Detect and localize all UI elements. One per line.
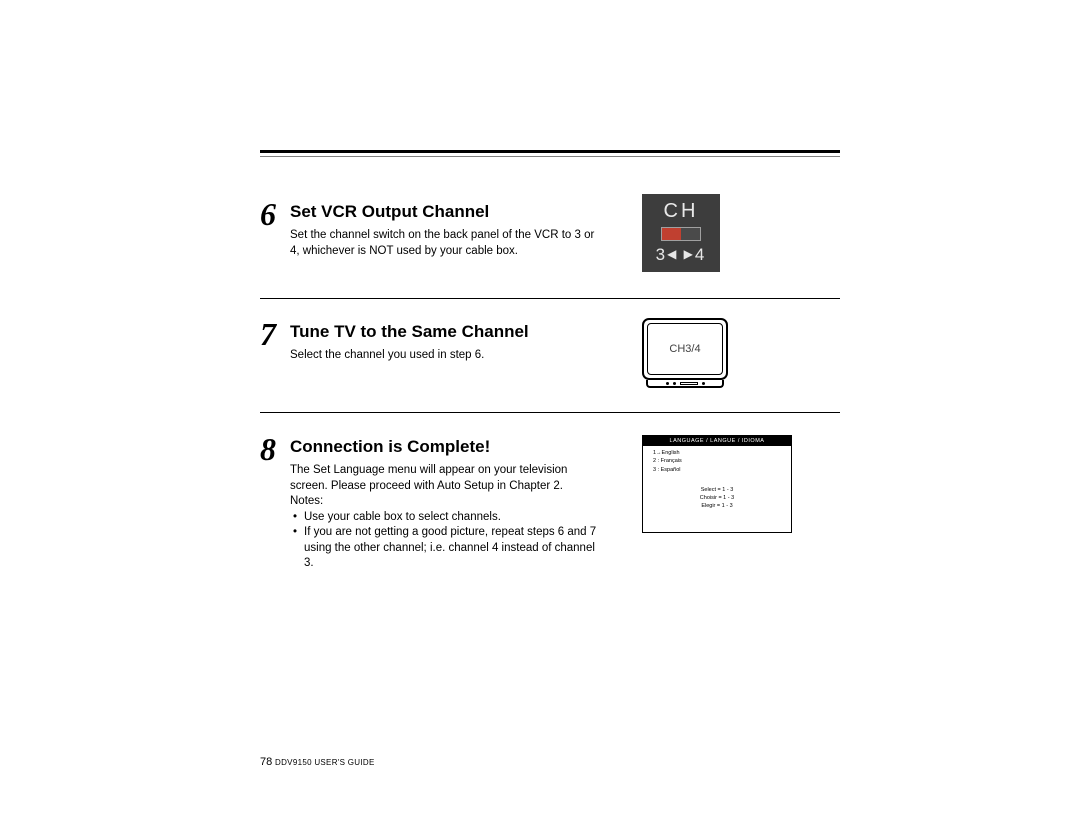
top-rule-thin bbox=[260, 156, 840, 157]
channel-switch-illustration: CH 3◀ ▶4 bbox=[642, 194, 720, 272]
step-title: Tune TV to the Same Channel bbox=[290, 322, 529, 342]
page-footer: 78 DDV9150 USER'S GUIDE bbox=[260, 756, 375, 768]
step-body: Set the channel switch on the back panel… bbox=[290, 228, 600, 259]
tv-base bbox=[646, 380, 724, 388]
switch-body bbox=[661, 227, 701, 241]
tv-illustration: CH3/4 bbox=[642, 318, 728, 392]
step-number: 7 bbox=[260, 316, 276, 353]
notes-label: Notes: bbox=[290, 495, 323, 507]
step-body: Select the channel you used in step 6. bbox=[290, 348, 600, 364]
guide-name: DDV9150 USER'S GUIDE bbox=[275, 758, 375, 767]
switch-slider bbox=[662, 228, 681, 240]
step-title: Set VCR Output Channel bbox=[290, 202, 489, 222]
step-body: The Set Language menu will appear on you… bbox=[290, 463, 600, 572]
step-number: 8 bbox=[260, 431, 276, 468]
top-rule-thick bbox=[260, 150, 840, 153]
menu-header: LANGUAGE / LANGUE / IDIOMA bbox=[643, 436, 791, 446]
language-menu-illustration: LANGUAGE / LANGUE / IDIOMA 1→English 2 :… bbox=[642, 435, 792, 533]
step-number: 6 bbox=[260, 196, 276, 233]
note-item: Use your cable box to select channels. bbox=[304, 510, 600, 526]
tv-cabinet: CH3/4 bbox=[642, 318, 728, 380]
step-divider bbox=[260, 298, 840, 299]
step-title: Connection is Complete! bbox=[290, 437, 490, 457]
switch-label: CH bbox=[642, 200, 720, 223]
note-item: If you are not getting a good picture, r… bbox=[304, 525, 600, 572]
step-divider bbox=[260, 412, 840, 413]
menu-languages: 1→English 2 : Français 3 : Español bbox=[653, 449, 781, 474]
tv-screen: CH3/4 bbox=[647, 323, 723, 375]
notes-list: Use your cable box to select channels. I… bbox=[290, 510, 600, 572]
page-number: 78 bbox=[260, 756, 272, 768]
switch-numbers: 3◀ ▶4 bbox=[642, 245, 720, 265]
menu-select-hints: Select = 1 - 3 Choisir = 1 - 3 Elegir = … bbox=[653, 486, 781, 511]
